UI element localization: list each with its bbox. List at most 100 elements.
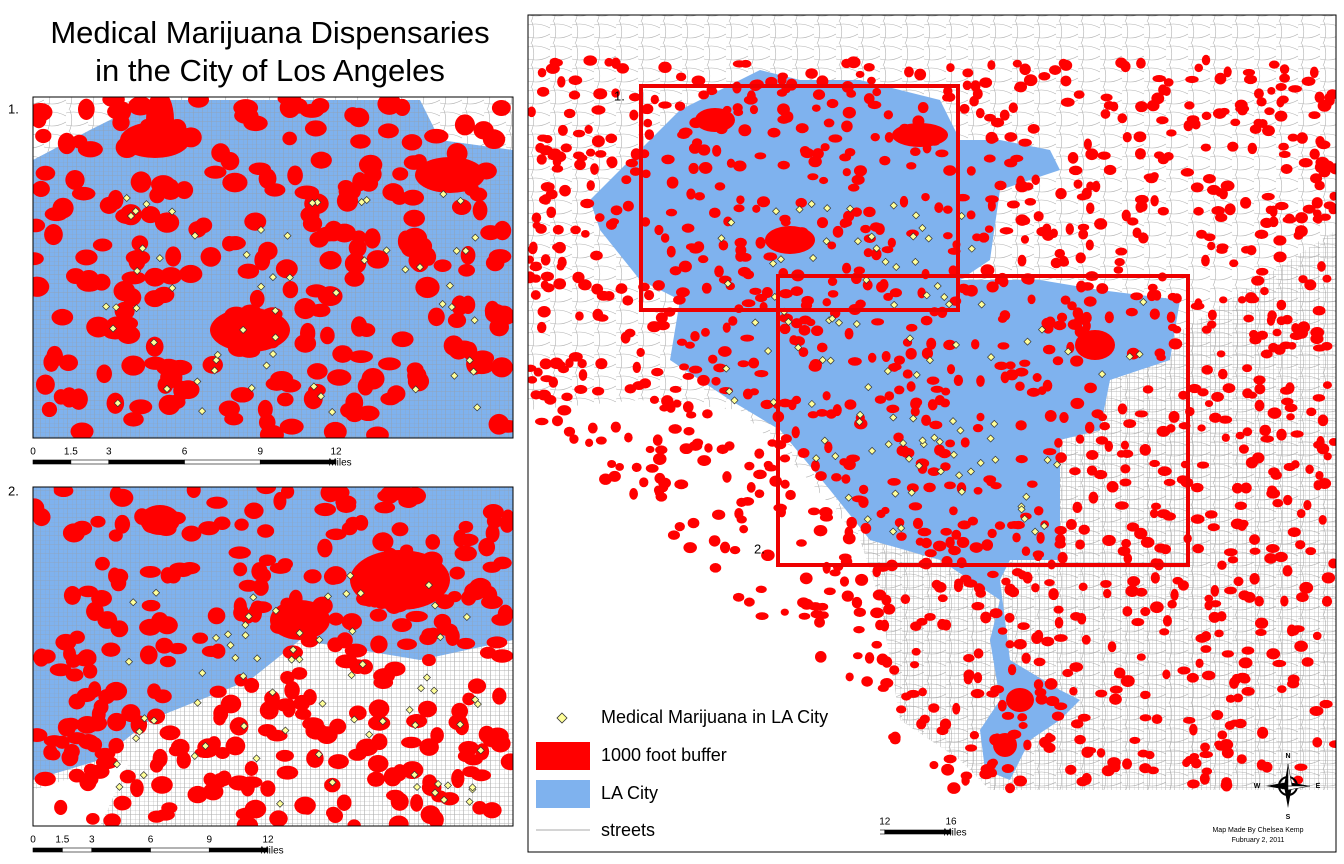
dispensary xyxy=(1020,514,1029,523)
buffer xyxy=(424,128,449,144)
dispensary xyxy=(271,333,280,342)
buffer xyxy=(316,726,338,744)
dispensary xyxy=(135,727,144,736)
buffer xyxy=(914,68,927,81)
buffer xyxy=(814,651,827,663)
buffer xyxy=(1123,419,1137,428)
buffer xyxy=(796,539,807,547)
buffer xyxy=(1177,666,1191,675)
buffer xyxy=(863,206,876,218)
buffer xyxy=(257,524,275,538)
buffer xyxy=(1216,246,1228,254)
buffer xyxy=(435,594,455,610)
buffer xyxy=(838,553,852,562)
buffer xyxy=(1120,60,1131,73)
buffer xyxy=(739,252,752,262)
buffer xyxy=(111,488,134,507)
buffer xyxy=(831,473,842,482)
buffer xyxy=(841,590,854,602)
buffer xyxy=(1113,266,1124,274)
buffer xyxy=(1279,73,1290,83)
buffer xyxy=(893,432,904,443)
buffer xyxy=(128,251,146,271)
buffer xyxy=(57,718,76,737)
buffer xyxy=(649,395,659,404)
buffer xyxy=(357,377,374,396)
buffer xyxy=(978,232,990,243)
buffer xyxy=(149,758,164,773)
buffer xyxy=(1235,431,1245,440)
buffer xyxy=(943,205,953,214)
buffer xyxy=(1081,634,1091,645)
buffer xyxy=(1238,444,1249,454)
buffer xyxy=(303,569,322,584)
buffer xyxy=(853,266,865,275)
scale-segment xyxy=(259,459,337,465)
buffer xyxy=(1163,78,1174,87)
buffer xyxy=(33,276,50,297)
buffer xyxy=(1320,160,1335,171)
buffer xyxy=(799,572,813,585)
scale-segment xyxy=(884,829,952,835)
dispensary xyxy=(955,471,964,480)
buffer xyxy=(1253,88,1264,99)
buffer xyxy=(340,402,362,419)
buffer xyxy=(1284,213,1295,222)
buffer xyxy=(1312,631,1322,641)
buffer xyxy=(844,327,854,340)
buffer xyxy=(962,68,974,78)
dispensary xyxy=(1098,370,1107,379)
buffer xyxy=(1191,119,1201,130)
buffer xyxy=(213,710,227,726)
buffer xyxy=(779,323,791,335)
buffer xyxy=(1004,612,1015,623)
buffer xyxy=(591,135,605,148)
buffer xyxy=(1139,714,1152,722)
inset-map xyxy=(33,487,513,826)
buffer xyxy=(209,685,227,698)
buffer xyxy=(1095,436,1109,445)
buffer xyxy=(841,120,853,133)
buffer xyxy=(1054,525,1067,535)
buffer xyxy=(881,246,894,254)
dispensary xyxy=(966,467,975,476)
dispensary xyxy=(283,231,292,240)
buffer xyxy=(718,346,732,357)
buffer xyxy=(855,573,869,586)
buffer xyxy=(744,461,755,471)
scale-segment xyxy=(108,459,185,465)
buffer xyxy=(144,356,167,370)
buffer xyxy=(540,280,549,290)
buffer xyxy=(249,289,265,308)
buffer xyxy=(1038,71,1051,81)
dispensary xyxy=(347,671,356,680)
buffer xyxy=(590,250,603,261)
buffer xyxy=(549,357,564,370)
buffer xyxy=(795,197,807,208)
buffer xyxy=(462,766,481,778)
buffer xyxy=(421,247,437,266)
buffer xyxy=(167,359,193,376)
buffer xyxy=(1057,551,1068,564)
buffer xyxy=(149,187,165,204)
buffer xyxy=(1200,143,1212,152)
dispensary xyxy=(424,581,433,590)
buffer xyxy=(1285,382,1295,394)
buffer xyxy=(1240,197,1252,209)
buffer xyxy=(327,369,352,386)
buffer xyxy=(1076,193,1089,201)
buffer xyxy=(1036,226,1050,237)
buffer xyxy=(896,532,907,541)
dispensary xyxy=(155,254,164,263)
buffer xyxy=(906,381,916,392)
buffer xyxy=(348,350,373,363)
dispensary xyxy=(1125,352,1134,361)
buffer xyxy=(1052,356,1064,366)
buffer xyxy=(384,661,406,677)
buffer xyxy=(1065,223,1074,235)
buffer xyxy=(585,148,596,157)
buffer xyxy=(570,225,581,235)
buffer xyxy=(685,341,695,349)
buffer xyxy=(1262,125,1275,137)
buffer xyxy=(1156,509,1171,519)
